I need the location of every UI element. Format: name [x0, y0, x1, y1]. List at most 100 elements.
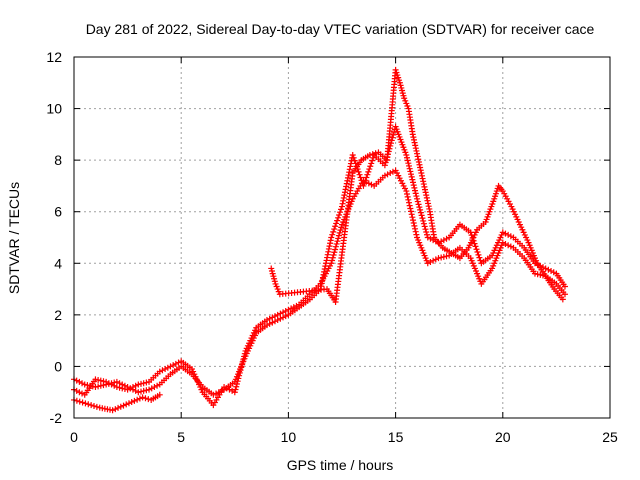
data-point-marker — [88, 402, 95, 409]
data-point-marker — [218, 387, 225, 394]
data-point-marker — [423, 192, 430, 199]
data-point-marker — [272, 318, 278, 325]
data-point-marker — [335, 235, 342, 242]
data-point-marker — [421, 183, 428, 190]
data-point-marker — [427, 258, 434, 265]
data-point-marker — [132, 382, 139, 389]
data-point-marker — [411, 184, 418, 191]
data-point-marker — [73, 387, 80, 394]
data-point-marker — [366, 166, 373, 173]
data-point-marker — [403, 190, 410, 197]
data-point-marker — [76, 378, 83, 385]
data-point-marker — [233, 383, 240, 390]
data-point-marker — [362, 177, 369, 184]
data-point-marker — [357, 174, 364, 181]
data-point-marker — [420, 217, 427, 224]
data-point-marker — [116, 380, 123, 387]
data-point-marker — [409, 131, 416, 138]
data-point-marker — [338, 206, 345, 213]
data-point-marker — [332, 223, 339, 230]
data-point-marker — [422, 226, 429, 233]
data-point-marker — [415, 156, 422, 163]
data-point-marker — [417, 206, 424, 213]
data-point-marker — [381, 172, 388, 179]
data-point-marker — [406, 202, 413, 209]
data-point-marker — [415, 158, 422, 165]
data-point-marker — [404, 157, 411, 164]
data-point-marker — [408, 208, 415, 215]
data-point-marker — [335, 214, 342, 221]
data-point-marker — [423, 231, 430, 238]
data-point-marker — [421, 223, 428, 230]
data-point-marker — [84, 382, 91, 389]
data-point-marker — [420, 181, 427, 188]
data-point-marker — [277, 315, 284, 322]
data-point-marker — [559, 296, 566, 303]
data-point-marker — [332, 246, 339, 253]
data-point-marker — [93, 403, 100, 410]
data-point-marker — [167, 363, 174, 370]
data-point-marker — [162, 366, 169, 373]
data-point-marker — [95, 383, 102, 390]
data-point-marker — [420, 220, 427, 227]
y-tick-label: 12 — [46, 49, 62, 65]
data-point-marker — [424, 234, 431, 241]
data-point-marker — [272, 313, 278, 320]
y-tick-label: 8 — [54, 152, 62, 168]
data-point-marker — [360, 182, 367, 189]
data-point-marker — [410, 136, 417, 143]
data-point-marker — [156, 391, 163, 398]
data-point-marker — [333, 240, 340, 247]
data-point-marker — [290, 304, 297, 311]
data-point-marker — [410, 217, 417, 224]
data-point-marker — [548, 268, 555, 275]
x-tick-label: 10 — [281, 429, 297, 445]
data-point-marker — [368, 181, 375, 188]
data-point-marker — [85, 401, 92, 408]
data-point-marker — [121, 382, 128, 389]
data-point-marker — [138, 380, 144, 387]
x-axis-title: GPS time / hours — [287, 457, 394, 473]
data-point-marker — [280, 314, 287, 321]
data-point-marker — [412, 142, 419, 149]
data-point-marker — [132, 387, 139, 394]
data-point-marker — [388, 137, 395, 144]
data-point-marker — [108, 380, 115, 387]
data-point-marker — [97, 382, 104, 389]
data-point-marker — [135, 389, 142, 396]
data-point-marker — [387, 170, 394, 177]
data-point-marker — [266, 315, 273, 322]
data-point-marker — [403, 188, 410, 195]
data-point-marker — [112, 406, 119, 413]
data-point-marker — [422, 189, 429, 196]
data-point-marker — [329, 257, 336, 264]
data-point-marker — [403, 151, 410, 158]
data-point-marker — [531, 270, 538, 277]
data-point-marker — [140, 387, 147, 394]
data-point-marker — [407, 168, 414, 175]
data-point-marker — [367, 163, 374, 170]
data-point-marker — [350, 154, 357, 161]
data-point-marker — [414, 150, 421, 157]
data-point-marker — [413, 193, 420, 200]
data-point-marker — [81, 381, 88, 388]
data-point-marker — [443, 253, 450, 260]
data-point-marker — [336, 229, 343, 236]
data-point-marker — [119, 381, 126, 388]
data-point-marker — [328, 234, 335, 241]
data-point-marker — [361, 180, 368, 187]
data-point-marker — [412, 187, 419, 194]
data-point-marker — [537, 271, 544, 278]
data-point-marker — [372, 150, 379, 157]
data-point-marker — [381, 162, 388, 169]
data-point-marker — [125, 400, 132, 407]
data-point-marker — [356, 171, 363, 178]
data-point-marker — [435, 255, 442, 262]
data-point-marker — [414, 198, 421, 205]
data-point-marker — [159, 367, 166, 374]
data-point-marker — [416, 204, 423, 211]
axis-ticks: 0 5 10 15 20 25 -2 0 2 4 6 8 10 12 — [46, 49, 618, 445]
data-point-marker — [422, 186, 429, 193]
data-point-marker — [213, 390, 220, 397]
data-point-marker — [413, 147, 420, 154]
